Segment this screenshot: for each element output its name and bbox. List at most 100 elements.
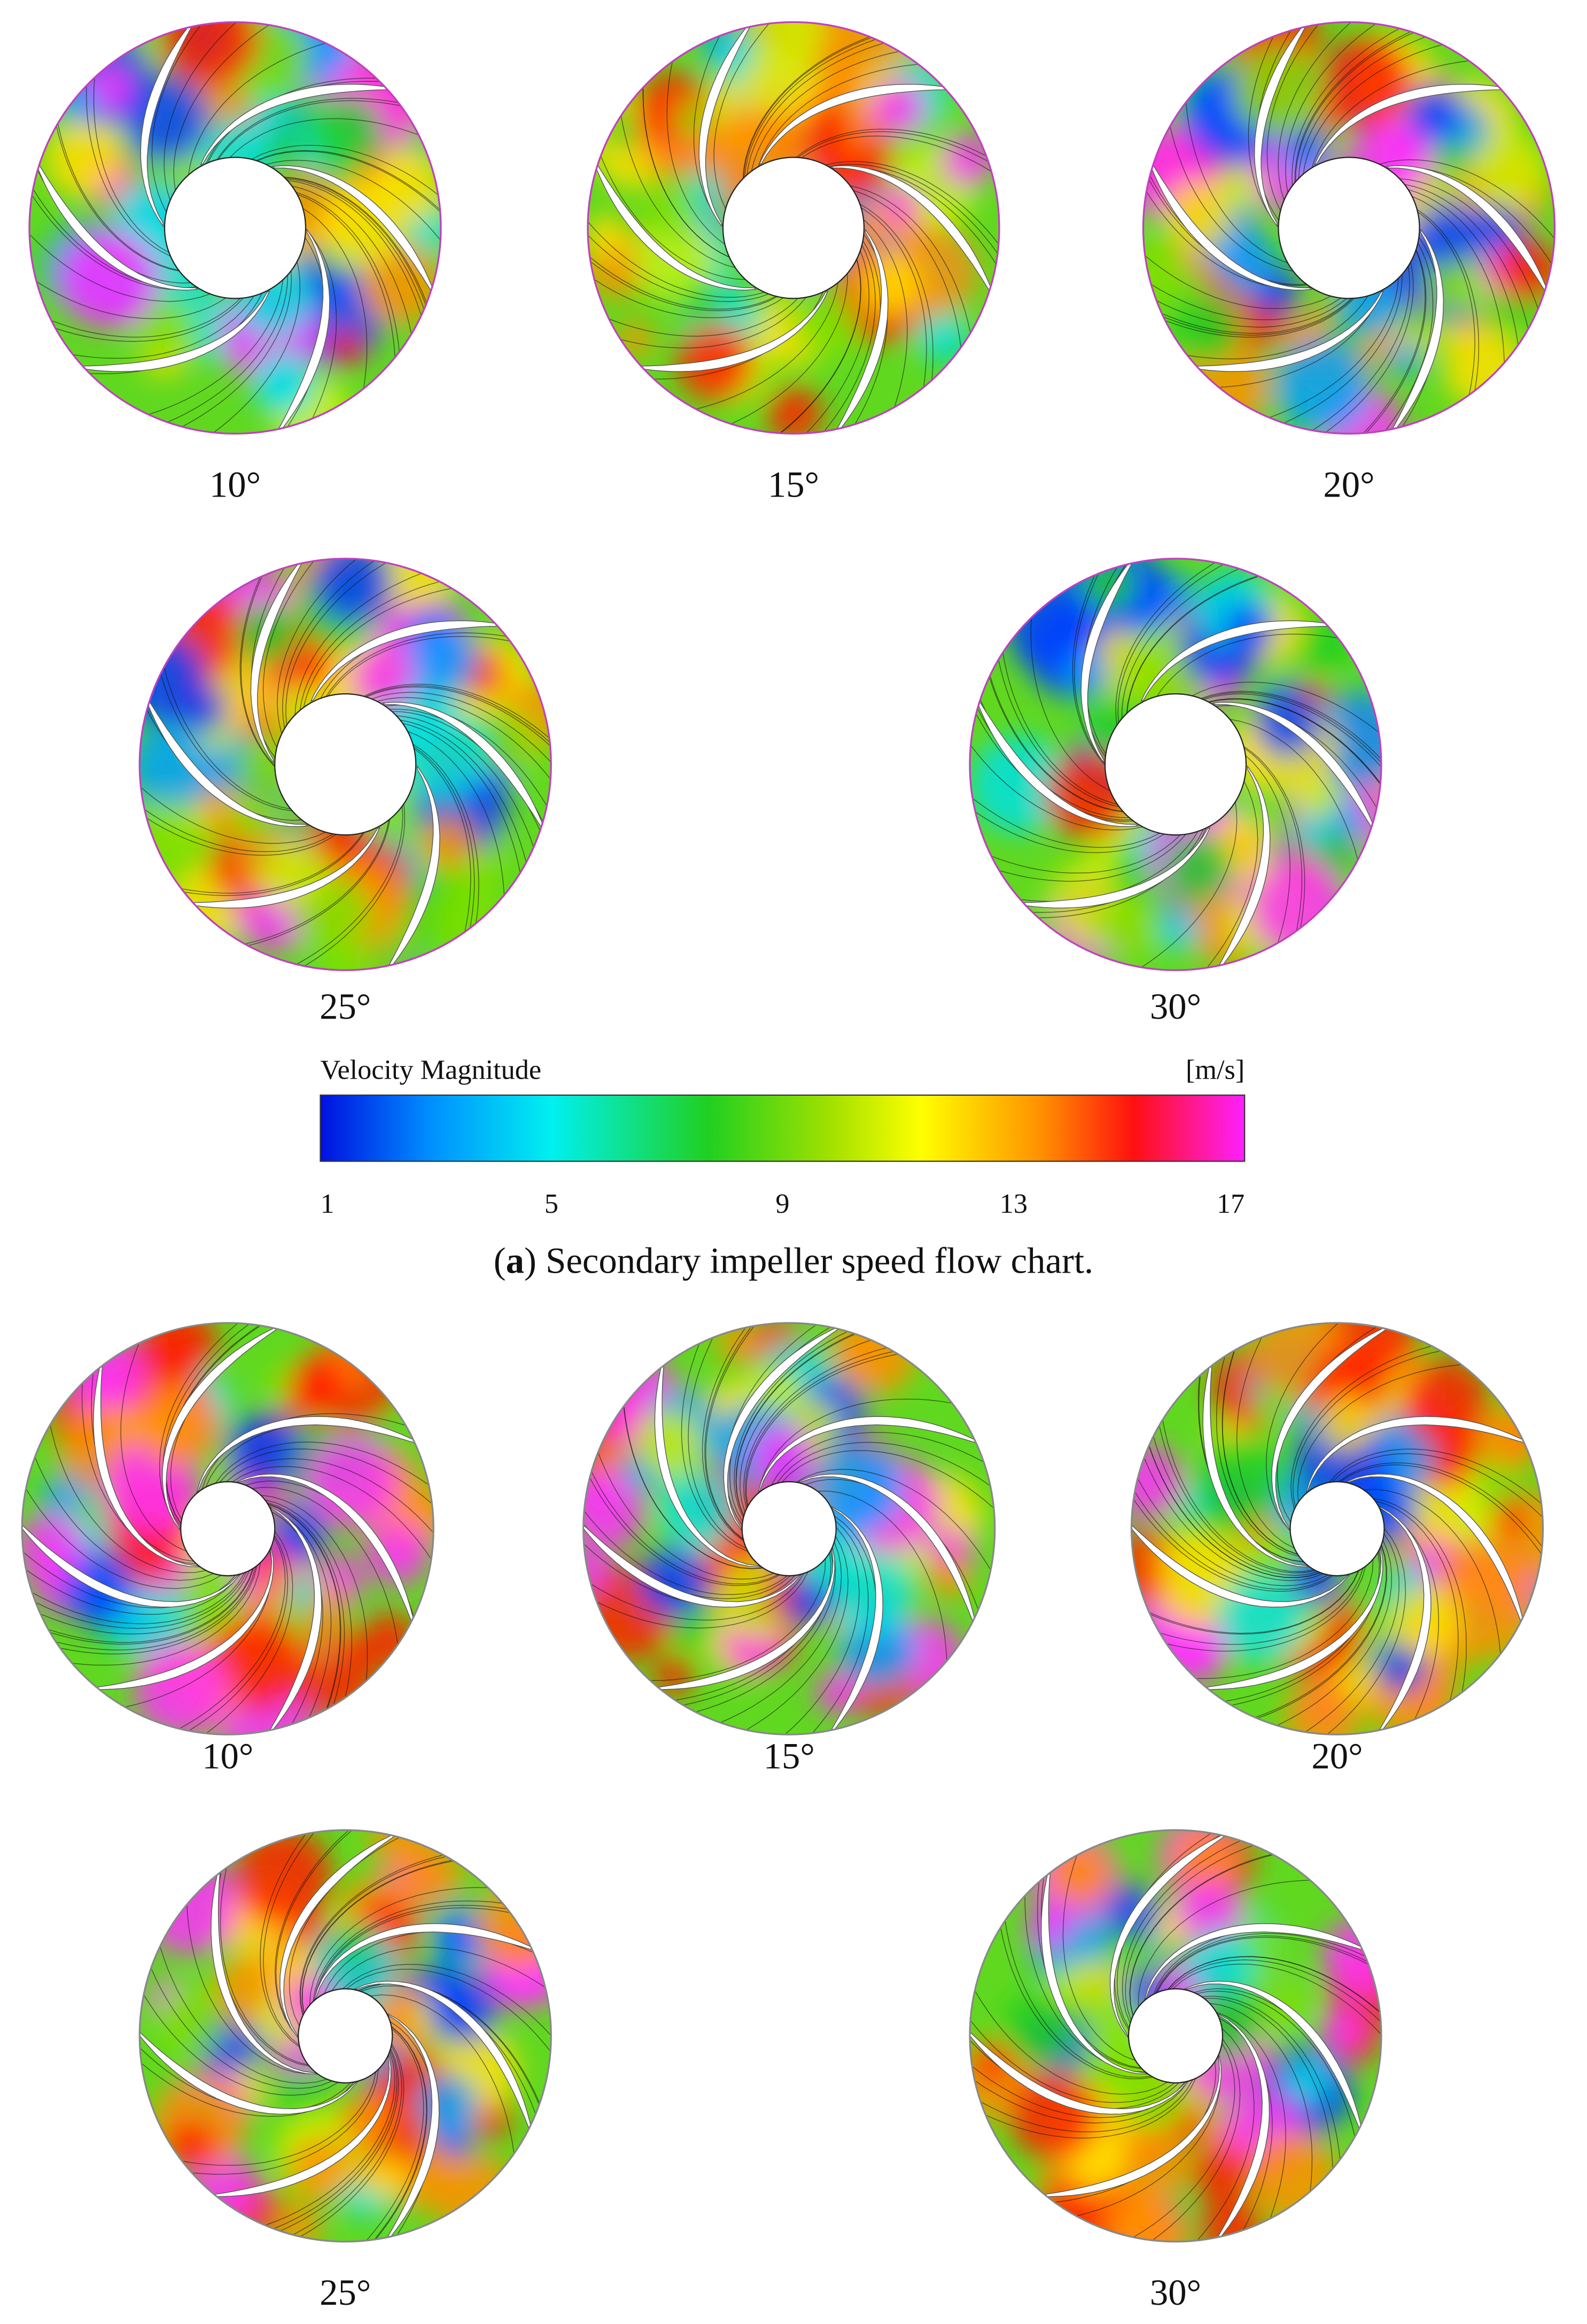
streamline bbox=[182, 270, 292, 428]
streamline bbox=[146, 818, 337, 856]
streamline bbox=[275, 1830, 349, 2038]
streamline bbox=[1030, 617, 1110, 792]
contour-blob bbox=[427, 880, 501, 954]
streamline bbox=[285, 562, 386, 725]
rim bbox=[28, 21, 442, 435]
streamline bbox=[400, 719, 527, 863]
streamline bbox=[1076, 2056, 1222, 2217]
streamline bbox=[1170, 126, 1294, 272]
contour-blob bbox=[160, 22, 260, 89]
streamline bbox=[1156, 298, 1347, 328]
streamline bbox=[650, 1558, 826, 1681]
streamline bbox=[309, 1887, 488, 2005]
caption-label: a bbox=[506, 1241, 524, 1281]
streamline bbox=[1125, 1845, 1254, 2021]
hub bbox=[722, 157, 865, 299]
streamline bbox=[262, 561, 314, 748]
contour-blob bbox=[289, 1354, 350, 1416]
streamline bbox=[1163, 298, 1353, 336]
streamline bbox=[695, 1547, 836, 1713]
contour-blob bbox=[66, 1336, 145, 1415]
contour-blob bbox=[1488, 1501, 1525, 1539]
streamline bbox=[1243, 746, 1305, 928]
streamline bbox=[974, 2080, 1189, 2124]
streamline bbox=[589, 1477, 780, 1586]
streamline bbox=[1399, 178, 1539, 309]
streamline bbox=[284, 177, 426, 305]
contour-blob bbox=[312, 559, 393, 623]
streamline bbox=[740, 1339, 872, 1513]
streamline bbox=[1143, 1458, 1324, 1581]
contour-blob bbox=[970, 735, 1069, 834]
streamline bbox=[743, 1347, 888, 1509]
streamline bbox=[817, 1491, 947, 1661]
contour-blob bbox=[1160, 912, 1199, 951]
streamline bbox=[264, 2051, 395, 2226]
contour-blob bbox=[129, 297, 197, 365]
streamline bbox=[970, 2020, 1175, 2103]
streamline bbox=[751, 51, 900, 172]
streamline bbox=[219, 1448, 432, 1504]
streamline bbox=[295, 191, 400, 352]
streamline bbox=[264, 1499, 353, 1698]
streamline bbox=[812, 1521, 869, 1734]
contour-blob bbox=[717, 1323, 758, 1363]
streamline bbox=[26, 1489, 222, 1589]
streamline bbox=[56, 126, 180, 272]
streamline bbox=[991, 834, 1181, 874]
streamline bbox=[589, 257, 776, 310]
hub bbox=[180, 1481, 276, 1577]
streamline bbox=[269, 1507, 332, 1718]
streamline bbox=[120, 1343, 187, 1552]
blade bbox=[583, 1519, 802, 1608]
streamline bbox=[1408, 189, 1519, 345]
streamline bbox=[216, 98, 399, 160]
streamline bbox=[1138, 1879, 1310, 2007]
streamline bbox=[396, 715, 534, 848]
streamline bbox=[72, 1562, 261, 1666]
streamline bbox=[1204, 1998, 1333, 2169]
streamline bbox=[688, 1337, 747, 1549]
streamline bbox=[744, 38, 876, 177]
contour-blob bbox=[1002, 1990, 1077, 2066]
streamline bbox=[1156, 1935, 1368, 1993]
contour-blob bbox=[43, 120, 120, 197]
streamline bbox=[305, 228, 337, 419]
angle-label: 25° bbox=[320, 986, 371, 1027]
streamline bbox=[705, 1326, 755, 1540]
streamline bbox=[414, 748, 471, 932]
streamline bbox=[1266, 24, 1319, 211]
impeller bbox=[1130, 1322, 1544, 1736]
streamline bbox=[734, 1331, 848, 1518]
streamline bbox=[758, 1398, 952, 1493]
streamline bbox=[1305, 1533, 1399, 1733]
streamline bbox=[1156, 633, 1338, 697]
streamline bbox=[1169, 1959, 1381, 2022]
streamline bbox=[1155, 1933, 1366, 1994]
streamline bbox=[713, 23, 769, 209]
rim bbox=[138, 1829, 552, 2243]
streamline bbox=[1244, 747, 1303, 931]
streamline bbox=[1203, 693, 1381, 768]
streamline bbox=[413, 743, 479, 924]
streamline bbox=[287, 180, 422, 316]
contour-blob bbox=[1215, 1574, 1305, 1664]
streamline bbox=[266, 160, 441, 241]
streamline bbox=[1216, 2011, 1286, 2219]
hub bbox=[274, 693, 417, 836]
contour-blob bbox=[139, 634, 206, 724]
streamline bbox=[1115, 562, 1216, 726]
impeller bbox=[582, 1322, 996, 1736]
streamline bbox=[702, 1327, 746, 1541]
contour-blobs bbox=[22, 1323, 434, 1735]
streamline bbox=[1156, 1936, 1369, 1993]
streamline bbox=[261, 1494, 368, 1682]
streamline bbox=[188, 1535, 289, 1731]
streamline bbox=[998, 659, 1119, 807]
streamline bbox=[159, 1323, 238, 1529]
streamline bbox=[1298, 36, 1426, 179]
streamline bbox=[226, 1458, 434, 1533]
streamline bbox=[304, 803, 406, 967]
contour-blob bbox=[1233, 46, 1324, 137]
streamline bbox=[972, 798, 1160, 848]
